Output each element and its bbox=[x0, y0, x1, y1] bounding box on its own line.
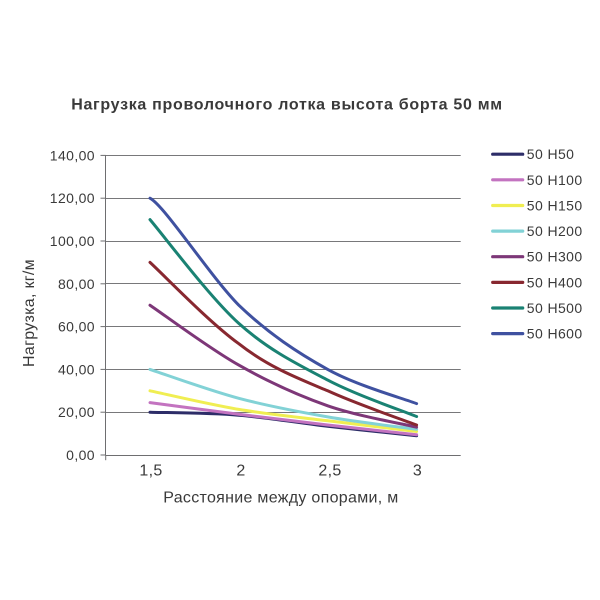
svg-text:50 H50: 50 H50 bbox=[527, 146, 575, 162]
svg-text:50 H500: 50 H500 bbox=[527, 300, 583, 316]
svg-text:40,00: 40,00 bbox=[58, 361, 95, 377]
svg-text:50 H300: 50 H300 bbox=[527, 249, 583, 265]
svg-text:50 H100: 50 H100 bbox=[527, 172, 583, 188]
svg-text:50 H600: 50 H600 bbox=[527, 326, 583, 342]
svg-text:2,5: 2,5 bbox=[318, 463, 341, 480]
svg-text:3: 3 bbox=[413, 463, 422, 480]
svg-text:120,00: 120,00 bbox=[50, 190, 95, 206]
svg-text:Расстояние между опорами, м: Расстояние между опорами, м bbox=[163, 490, 398, 507]
svg-text:140,00: 140,00 bbox=[50, 147, 95, 163]
svg-text:Нагрузка проволочного лотка вы: Нагрузка проволочного лотка высота борта… bbox=[71, 97, 503, 114]
svg-text:2: 2 bbox=[236, 463, 245, 480]
svg-text:50 H150: 50 H150 bbox=[527, 198, 583, 214]
svg-text:20,00: 20,00 bbox=[58, 404, 95, 420]
svg-text:50 H200: 50 H200 bbox=[527, 223, 583, 239]
svg-text:80,00: 80,00 bbox=[58, 276, 95, 292]
svg-text:60,00: 60,00 bbox=[58, 319, 95, 335]
svg-text:100,00: 100,00 bbox=[50, 233, 95, 249]
svg-text:0,00: 0,00 bbox=[66, 447, 95, 463]
svg-text:1,5: 1,5 bbox=[139, 463, 162, 480]
svg-text:50 H400: 50 H400 bbox=[527, 274, 583, 290]
svg-text:Нагрузка, кг/м: Нагрузка, кг/м bbox=[21, 259, 38, 367]
